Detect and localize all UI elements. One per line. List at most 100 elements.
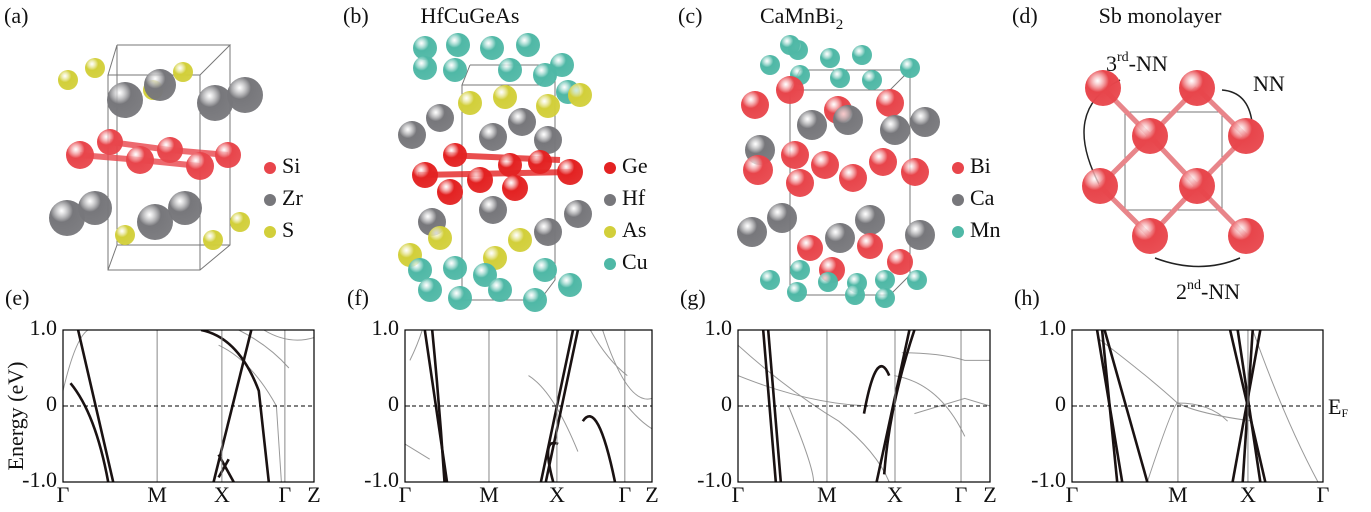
- y-axis-title: Energy (eV): [3, 362, 28, 471]
- y-tick-label: 0: [388, 391, 399, 416]
- atom: [157, 137, 183, 163]
- k-label: Z: [645, 482, 658, 507]
- atom: [215, 142, 241, 168]
- legend-label: Zr: [282, 185, 303, 210]
- atom: [1085, 70, 1121, 106]
- band-line: [1097, 338, 1253, 422]
- atom: [905, 220, 935, 250]
- atom: [790, 260, 810, 280]
- atom: [115, 225, 135, 245]
- atom: [737, 217, 767, 247]
- figure: (a) (b) HfCuGeAs (c) CaMnBi2 (d) Sb mono…: [0, 0, 1371, 512]
- atom: [901, 158, 929, 186]
- k-label: X: [549, 482, 565, 507]
- atom: [186, 152, 214, 180]
- y-tick-label: 1.0: [372, 315, 400, 340]
- k-label: Γ: [57, 482, 70, 507]
- legend-swatch: [952, 194, 964, 206]
- band-line: [219, 455, 234, 482]
- atom: [203, 230, 223, 250]
- fermi-e: E: [1328, 394, 1341, 419]
- fermi-label: EF: [1328, 394, 1348, 420]
- atom: [818, 272, 838, 292]
- band-line: [1105, 330, 1148, 482]
- band-line: [583, 416, 615, 482]
- legend-label: Cu: [622, 249, 648, 274]
- band-line: [405, 444, 430, 459]
- atom: [797, 110, 827, 140]
- k-label: Γ: [732, 482, 745, 507]
- legend-label: Ca: [970, 185, 995, 210]
- atom: [767, 203, 797, 233]
- structure-title: CaMnBi2: [760, 3, 843, 33]
- unit-cell: [108, 45, 230, 75]
- atom: [458, 91, 482, 115]
- atom: [776, 76, 804, 104]
- structure-title: Sb monolayer: [1099, 3, 1222, 28]
- atom: [781, 141, 809, 169]
- legend-swatch: [264, 194, 276, 206]
- legend-label: As: [622, 217, 646, 242]
- atom: [875, 288, 895, 308]
- panel-label: (h): [1014, 285, 1040, 310]
- atom: [760, 270, 780, 290]
- atom: [480, 36, 504, 60]
- k-label: M: [1168, 482, 1188, 507]
- legend-label: Ge: [622, 153, 648, 178]
- atom: [418, 278, 442, 302]
- nn-label: NN: [1253, 71, 1285, 96]
- atom: [412, 162, 438, 188]
- atom: [887, 249, 913, 275]
- band-line: [627, 406, 652, 429]
- y-tick-label: 0: [1055, 391, 1066, 416]
- k-label: Γ: [955, 482, 968, 507]
- y-tick-label: 0: [46, 391, 57, 416]
- panel-label: (a): [4, 3, 28, 28]
- title-main: CaMnBi: [760, 3, 836, 28]
- atom: [533, 63, 557, 87]
- atom: [398, 121, 426, 149]
- nn-superscript: rd: [1117, 50, 1129, 65]
- atom: [144, 69, 176, 101]
- atom: [760, 55, 780, 75]
- legend-swatch: [264, 162, 276, 174]
- atom: [820, 48, 840, 68]
- panel-label: (e): [5, 285, 29, 310]
- k-label: Γ: [618, 482, 631, 507]
- atom: [875, 270, 895, 290]
- atom: [230, 212, 250, 232]
- atom: [869, 148, 897, 176]
- k-label: X: [887, 482, 903, 507]
- k-label: Z: [983, 482, 996, 507]
- atom: [508, 108, 536, 136]
- k-label: M: [479, 482, 499, 507]
- atom: [107, 82, 143, 118]
- atom: [568, 83, 592, 107]
- k-label: Γ: [279, 482, 292, 507]
- atom: [857, 233, 883, 259]
- atom: [741, 91, 769, 119]
- band-line: [264, 330, 314, 340]
- atom: [502, 175, 528, 201]
- nn-label: 2nd-NN: [1176, 278, 1240, 304]
- band-line: [738, 345, 889, 482]
- atom: [1228, 118, 1264, 154]
- atom: [876, 89, 904, 117]
- atom: [1179, 168, 1215, 204]
- unit-cell: [108, 245, 117, 270]
- band-line: [738, 376, 877, 406]
- k-label: M: [817, 482, 837, 507]
- atom: [830, 68, 850, 88]
- band-line: [884, 330, 914, 474]
- legend-label: Mn: [970, 217, 1001, 242]
- atom: [910, 107, 940, 137]
- atom: [862, 70, 882, 90]
- y-tick-label: 1.0: [30, 315, 58, 340]
- legend-label: Bi: [970, 153, 991, 178]
- arrow: [1155, 258, 1240, 267]
- atom: [508, 228, 532, 252]
- atom: [536, 94, 560, 118]
- k-label: Γ: [1066, 482, 1079, 507]
- band-line: [529, 376, 578, 452]
- atom: [437, 179, 463, 205]
